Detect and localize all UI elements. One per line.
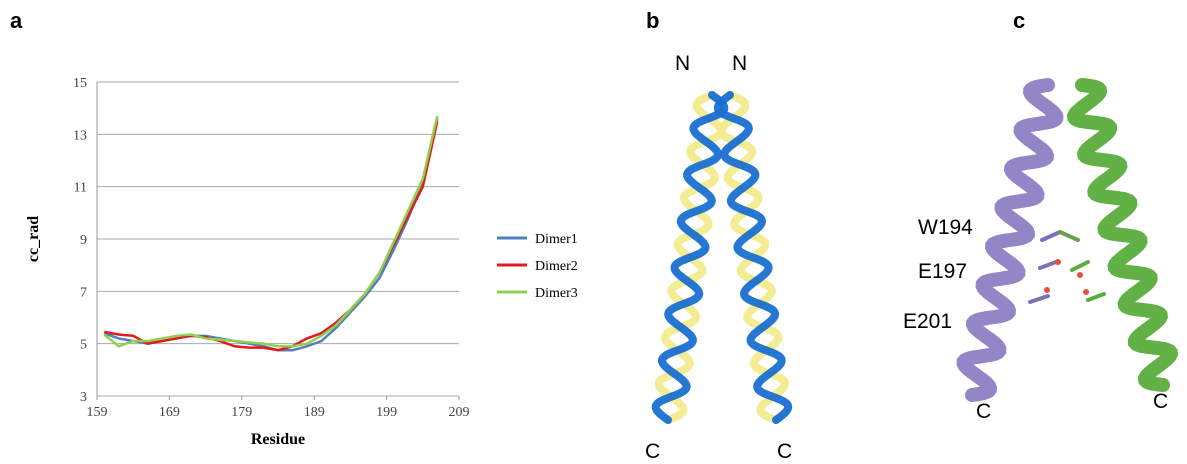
panel-label: c [1013,8,1025,33]
helix-ribbon [1074,85,1171,385]
residue-label: E197 [918,260,967,283]
legend-label: Dimer3 [535,286,578,301]
y-tick-label: 15 [73,76,87,91]
line-series [104,119,437,351]
x-tick-label: 209 [449,405,470,420]
legend-label: Dimer1 [535,232,578,247]
oxygen-atom [1044,287,1050,293]
legend-label: Dimer2 [535,259,578,274]
panel-label: a [10,8,23,33]
y-tick-label: 7 [80,285,87,300]
helix-structure-c [964,85,1171,395]
y-tick-label: 13 [73,128,87,143]
side-chain [1072,262,1088,270]
terminus-label: C [976,400,991,423]
side-chain [1088,294,1104,300]
y-axis-label: cc_rad [25,216,42,262]
x-tick-label: 179 [231,405,252,420]
terminus-label: C [777,440,792,463]
oxygen-atom [1083,289,1089,295]
y-tick-label: 9 [80,233,87,248]
x-tick-label: 199 [376,405,397,420]
terminus-label: N [675,52,690,75]
side-chain [1040,262,1056,268]
terminus-label: N [732,52,747,75]
side-chain [1060,232,1078,240]
residue-label: E201 [903,310,952,333]
y-tick-label: 11 [74,181,87,196]
line-series [104,116,437,346]
oxygen-atom [1077,272,1083,278]
figure: a b c Residue cc_rad N N C C W194 E197 E… [0,0,1187,464]
x-tick-label: 169 [159,405,180,420]
helix-ribbon [656,95,725,420]
x-axis-label: Residue [251,431,305,448]
line-series [104,121,437,350]
y-tick-label: 5 [80,338,87,353]
terminus-label: C [645,440,660,463]
side-chain [1030,296,1048,302]
residue-label: W194 [918,216,973,239]
helix-structure-b [656,95,789,420]
x-tick-label: 189 [304,405,325,420]
helix-ribbon [718,95,788,420]
terminus-label: C [1153,390,1168,413]
oxygen-atom [1055,259,1061,265]
x-tick-label: 159 [87,405,108,420]
y-tick-label: 3 [80,390,87,405]
panel-label: b [646,8,659,33]
side-chain [1042,232,1060,240]
